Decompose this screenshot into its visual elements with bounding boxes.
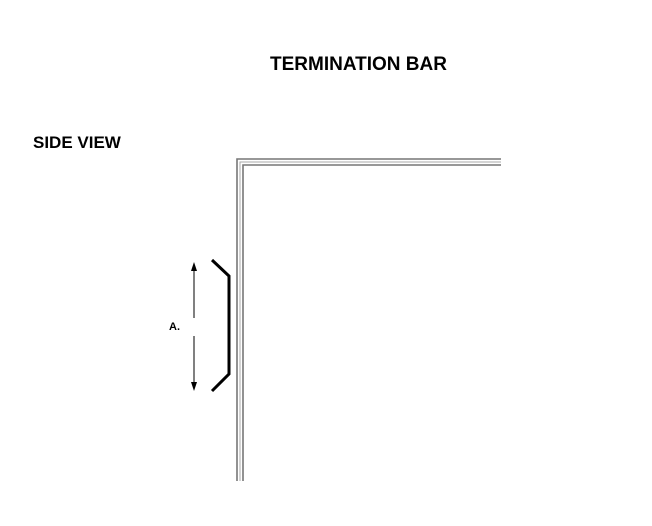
side-view-label: SIDE VIEW xyxy=(33,133,121,152)
wall-outline-inner xyxy=(242,164,501,481)
dimension-arrow-up xyxy=(191,262,197,271)
dimension-arrow-down xyxy=(191,382,197,391)
dimension-label: A. xyxy=(169,321,180,333)
termination-bar-profile xyxy=(210,258,231,393)
wall-outline-outer xyxy=(236,158,501,481)
wall-outline-middle xyxy=(239,161,501,481)
diagram-title: TERMINATION BAR xyxy=(270,54,447,75)
